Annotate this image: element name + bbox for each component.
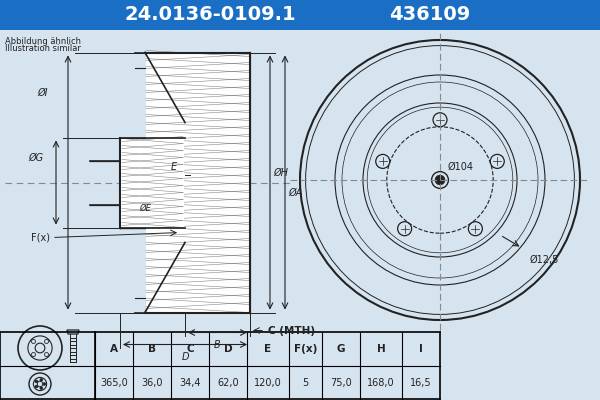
Text: 365,0: 365,0 — [100, 378, 128, 388]
Text: G: G — [337, 344, 345, 354]
Text: 16,5: 16,5 — [410, 378, 432, 388]
Text: 436109: 436109 — [389, 6, 470, 24]
Text: F(x): F(x) — [31, 232, 50, 242]
Text: ØH: ØH — [273, 168, 288, 178]
Text: D: D — [181, 352, 189, 362]
Text: C (MTH): C (MTH) — [268, 326, 315, 336]
Text: 24.0136-0109.1: 24.0136-0109.1 — [124, 6, 296, 24]
Circle shape — [43, 382, 46, 386]
FancyBboxPatch shape — [146, 54, 249, 312]
Circle shape — [40, 387, 43, 390]
Text: H: H — [377, 344, 385, 354]
Text: B: B — [148, 344, 156, 354]
Text: E: E — [265, 344, 272, 354]
Text: 62,0: 62,0 — [217, 378, 239, 388]
Text: I: I — [419, 344, 423, 354]
Text: 5: 5 — [302, 378, 308, 388]
Text: A: A — [110, 344, 118, 354]
Circle shape — [40, 378, 43, 381]
Text: E: E — [171, 162, 177, 172]
FancyBboxPatch shape — [0, 0, 600, 30]
Text: Illustration similar: Illustration similar — [5, 44, 81, 53]
FancyBboxPatch shape — [121, 138, 184, 226]
Text: ØI: ØI — [37, 88, 48, 98]
Text: Ø104: Ø104 — [448, 162, 474, 172]
Text: ØA: ØA — [288, 188, 302, 198]
Text: 75,0: 75,0 — [330, 378, 352, 388]
Text: B: B — [214, 340, 221, 350]
Text: ØG: ØG — [28, 152, 43, 162]
Text: D: D — [224, 344, 232, 354]
Text: F(x): F(x) — [294, 344, 317, 354]
Circle shape — [435, 175, 445, 185]
Text: C: C — [186, 344, 194, 354]
Text: 168,0: 168,0 — [367, 378, 395, 388]
Text: 34,4: 34,4 — [179, 378, 201, 388]
Circle shape — [35, 385, 38, 388]
Circle shape — [35, 380, 38, 383]
Text: Ø12,5: Ø12,5 — [530, 255, 559, 265]
Text: ØE: ØE — [139, 204, 151, 212]
Text: 120,0: 120,0 — [254, 378, 282, 388]
Text: Abbildung ähnlich: Abbildung ähnlich — [5, 37, 81, 46]
Text: 36,0: 36,0 — [141, 378, 163, 388]
